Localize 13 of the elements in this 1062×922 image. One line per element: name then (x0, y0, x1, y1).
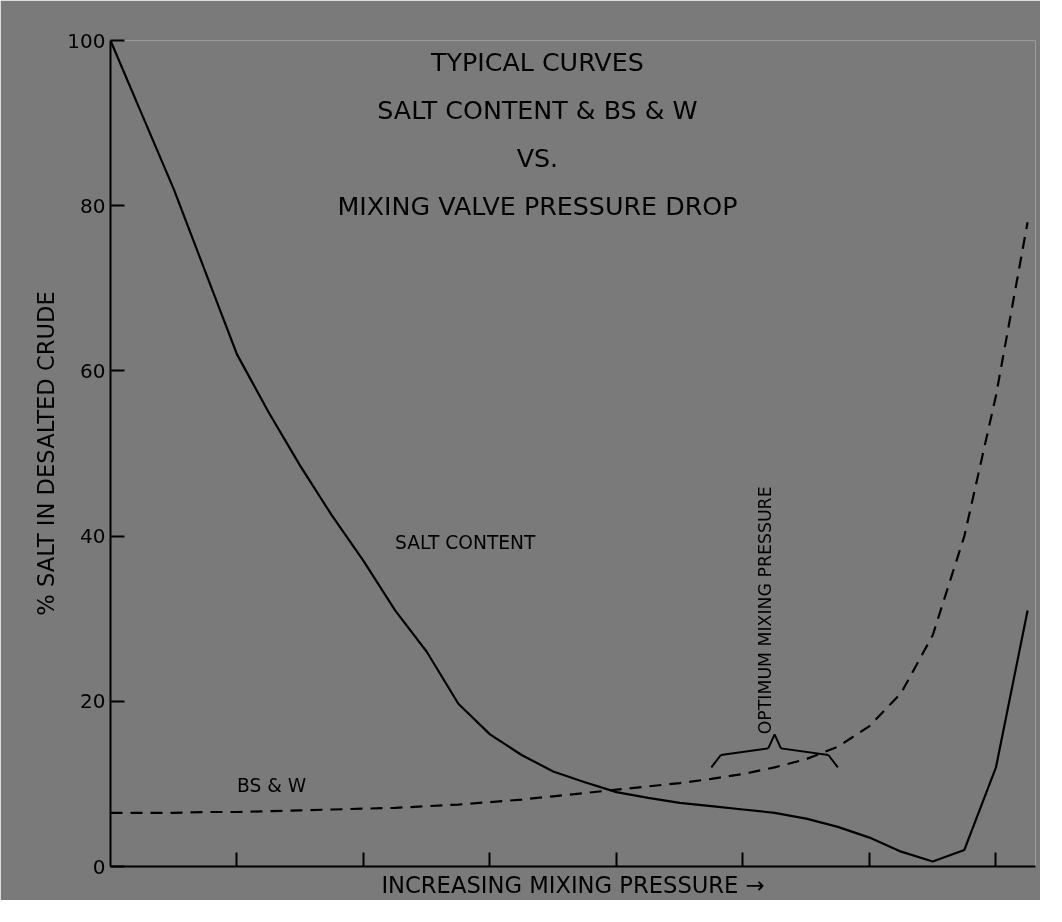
y-tick-label: 100 (67, 28, 106, 53)
y-tick-label: 80 (80, 193, 106, 218)
y-tick-label: 40 (80, 524, 106, 549)
y-axis-title: % SALT IN DESALTED CRUDE (33, 291, 60, 616)
x-axis-title: INCREASING MIXING PRESSURE → (381, 871, 765, 898)
y-tick-label: 20 (80, 689, 106, 714)
chart-title: TYPICAL CURVES (430, 46, 644, 77)
text: SALT CONTENT & BS & W VS. MIXING VALVE PRESSURE DROP (337, 94, 738, 221)
annotation: OPTIMUM MIXING PRESSURE (754, 486, 775, 735)
y-tick-label: 60 (80, 358, 106, 383)
y-tick-label: 0 (92, 854, 106, 879)
series-label: SALT CONTENT (395, 531, 537, 553)
series-label: BS & W (237, 775, 307, 797)
